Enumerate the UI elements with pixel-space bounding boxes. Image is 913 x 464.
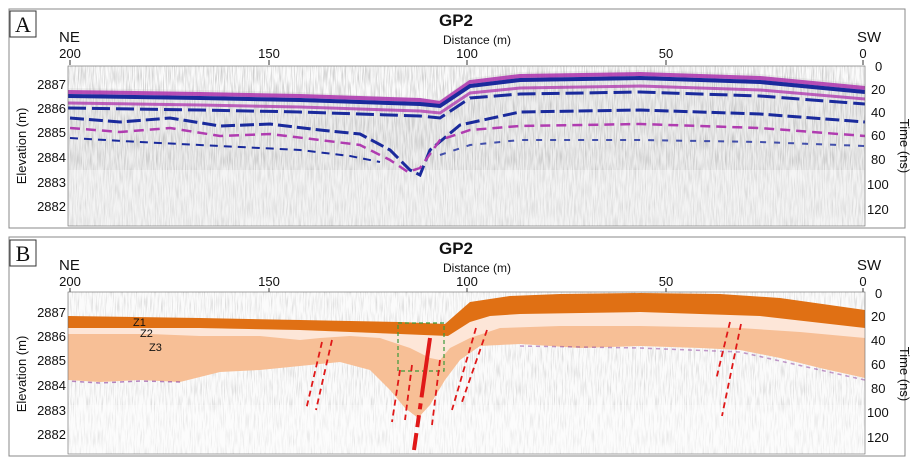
panel-a-xlabel: Distance (m) (443, 33, 511, 47)
panel-b-label-box (9, 239, 37, 267)
panel-b-title: GP2 (439, 239, 473, 258)
panel-a-rlabel: Time (ns) (897, 119, 912, 173)
zone-label-z1: Z1 (133, 317, 146, 329)
panel-b-xtick: 200 (59, 274, 81, 289)
fault-lines (305, 321, 742, 451)
panel-b-xtick: 0 (859, 274, 866, 289)
panel-a-radargram (68, 66, 865, 226)
panel-a-title: GP2 (439, 11, 473, 30)
panel-a-rtick: 120 (867, 202, 889, 217)
panel-a-rtick: 0 (875, 59, 882, 74)
panel-a-tickmarks (69, 60, 864, 65)
panel-b-rtick: 40 (871, 333, 885, 348)
fault-line (431, 359, 441, 426)
panel-b-rtick: 0 (875, 286, 882, 301)
panel-a-ytick: 2885 (37, 125, 66, 140)
panel-a-xtick: 150 (258, 46, 280, 61)
panel-a-label: A (15, 12, 31, 37)
fault-line (305, 341, 323, 411)
panel-b-frame (8, 236, 906, 457)
panel-b-ytick: 2887 (37, 305, 66, 320)
zone-z1 (68, 293, 865, 336)
panel-a: A GP2 NE SW Distance (m) 200 150 100 50 … (0, 0, 913, 230)
panel-b-rtick: 100 (867, 405, 889, 420)
panel-a-rtick: 60 (871, 128, 885, 143)
panel-b-ytick: 2885 (37, 353, 66, 368)
fault-line (391, 369, 401, 423)
zone-label-z3: Z3 (149, 342, 162, 354)
panel-a-rtick: 100 (867, 177, 889, 192)
panel-a-ytick: 2887 (37, 77, 66, 92)
panel-b-xtick: 150 (258, 274, 280, 289)
panel-a-xtick: 0 (859, 46, 866, 61)
panel-b: B GP2 NE SW Distance (m) 200 150 100 50 … (0, 230, 913, 459)
panel-a-ytick: 2886 (37, 101, 66, 116)
panel-b-label: B (16, 241, 31, 266)
panel-a-sw: SW (857, 29, 882, 46)
panel-a-xtick: 100 (456, 46, 478, 61)
panel-a-svg: A GP2 NE SW Distance (m) 200 150 100 50 … (8, 8, 912, 229)
panel-b-ytick: 2886 (37, 329, 66, 344)
panel-b-interpretation (68, 292, 865, 454)
panel-b-rtick: 60 (871, 357, 885, 372)
panel-a-rtick: 20 (871, 82, 885, 97)
panel-a-frame (8, 8, 906, 229)
panel-b-xtick: 100 (456, 274, 478, 289)
panel-b-ytick: 2884 (37, 378, 66, 393)
fault-line (461, 329, 488, 403)
panel-a-label-box (9, 10, 37, 38)
panel-b-ne: NE (59, 257, 80, 274)
panel-a-xtick: 200 (59, 46, 81, 61)
panel-b-rtick: 20 (871, 309, 885, 324)
panel-a-xtick: 50 (659, 46, 673, 61)
panel-b-tickmarks (69, 288, 864, 292)
panel-a-ytick: 2882 (37, 199, 66, 214)
panel-b-svg: B GP2 NE SW Distance (m) 200 150 100 50 … (8, 236, 912, 457)
panel-b-xtick: 50 (659, 274, 673, 289)
panel-b-rlabel: Time (ns) (897, 347, 912, 401)
fault-line (721, 323, 742, 417)
panel-b-ylabel: Elevation (m) (14, 336, 29, 413)
panel-b-sw: SW (857, 257, 882, 274)
panel-b-rtick: 120 (867, 430, 889, 445)
panel-a-ne: NE (59, 29, 80, 46)
panel-a-ytick: 2884 (37, 150, 66, 165)
panel-b-rtick: 80 (871, 381, 885, 396)
zone-z2 (68, 308, 865, 360)
fault-line (315, 339, 333, 411)
panel-b-ytick: 2882 (37, 427, 66, 442)
highlight-box (397, 322, 445, 372)
panel-b-ytick: 2883 (37, 403, 66, 418)
panel-a-ytick: 2883 (37, 175, 66, 190)
panel-b-xlabel: Distance (m) (443, 261, 511, 275)
fault-line (451, 327, 477, 411)
main-fault (412, 337, 432, 451)
panel-a-rtick: 80 (871, 152, 885, 167)
panel-a-ylabel: Elevation (m) (14, 108, 29, 185)
panel-a-rtick: 40 (871, 105, 885, 120)
zone-label-z2: Z2 (140, 328, 153, 340)
